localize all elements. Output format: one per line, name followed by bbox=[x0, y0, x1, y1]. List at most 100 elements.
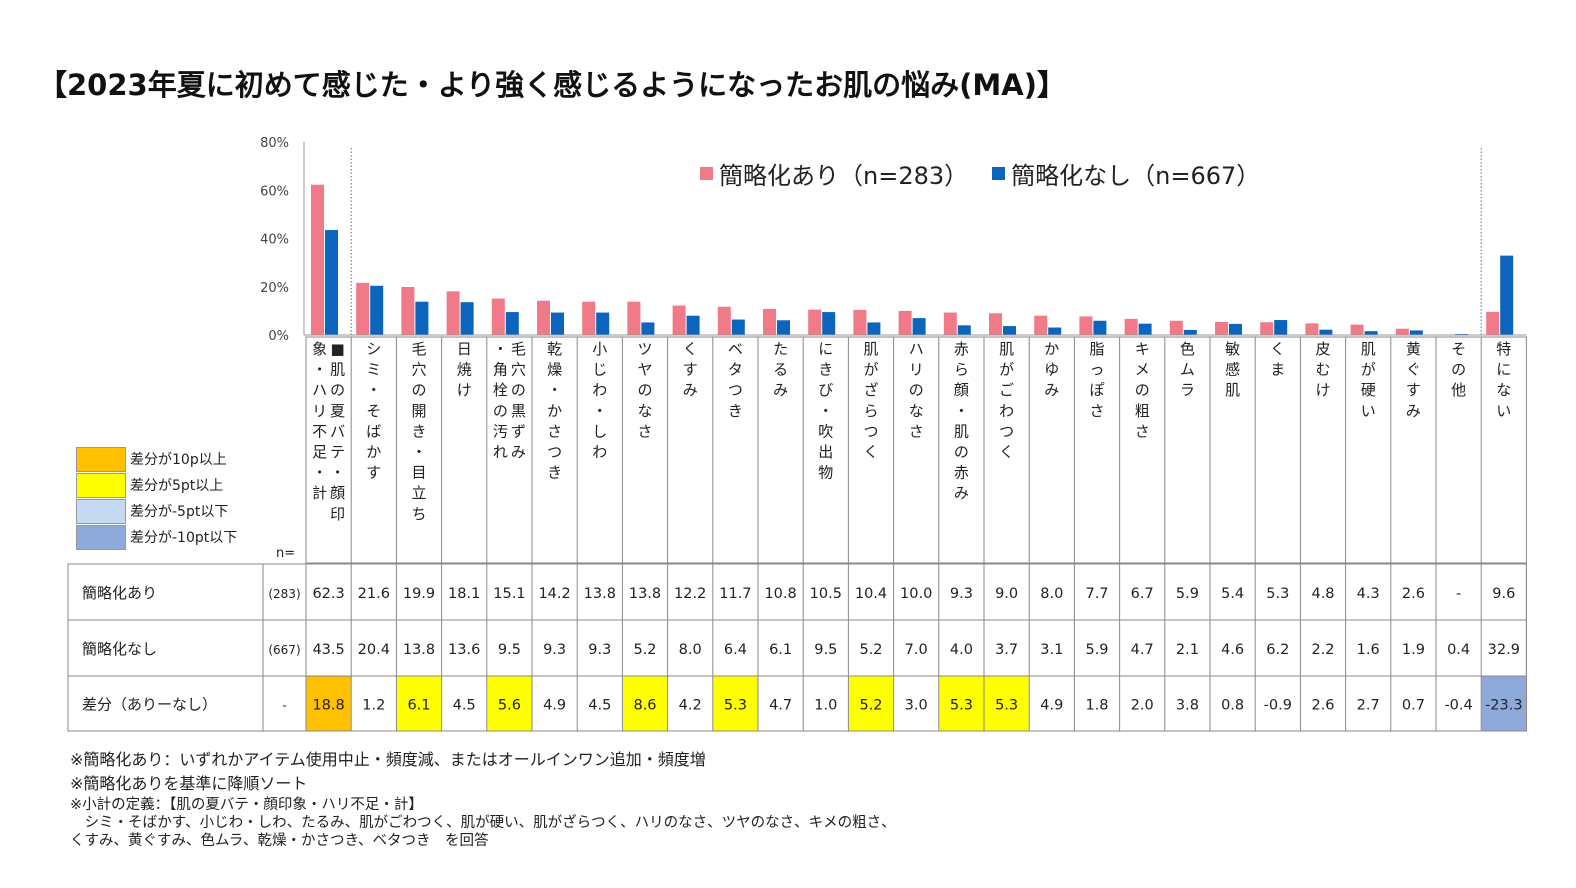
table-cell-value: 8.0 bbox=[1040, 586, 1063, 602]
table-cell-value: 8.0 bbox=[679, 642, 702, 658]
category-label: かゆみ bbox=[1044, 340, 1059, 399]
bar-series-b bbox=[1183, 329, 1197, 335]
bar-series-a bbox=[943, 312, 957, 335]
category-label: たるみ bbox=[773, 340, 788, 399]
table-cell-value: 5.9 bbox=[1085, 642, 1108, 658]
key-label-m5p: 差分が-5pt以下 bbox=[130, 504, 229, 520]
bar-series-a bbox=[763, 308, 776, 335]
bar-series-b bbox=[641, 322, 655, 335]
bar-series-a bbox=[1215, 321, 1228, 335]
table-cell-value: 5.9 bbox=[1176, 586, 1199, 602]
bar-series-a bbox=[1034, 315, 1048, 335]
bar-series-a bbox=[1350, 324, 1364, 335]
category-label: ■肌の夏バテ・顔印象・ハリ不足・計 bbox=[312, 340, 345, 523]
footnote-5: くすみ、黄ぐすみ、色ムラ、乾燥・かさつき、ベタつき を回答 bbox=[70, 833, 489, 849]
table-cell-value: 2.7 bbox=[1357, 698, 1380, 714]
category-label: シミ・そばかす bbox=[366, 340, 381, 482]
category-label: 毛穴の開き・目立ち bbox=[411, 340, 426, 523]
key-row-10p: 差分が10p以上 bbox=[76, 446, 237, 472]
table-n-value: (283) bbox=[268, 587, 300, 601]
legend-label-series-b: 簡略化なし（n=667） bbox=[1011, 162, 1261, 190]
diff-highlight-cell bbox=[848, 676, 894, 731]
table-cell-value: 10.8 bbox=[764, 586, 796, 602]
footnotes: ※簡略化あり：いずれかアイテム使用中止・頻度減、またはオールインワン追加・頻度増… bbox=[70, 748, 896, 850]
table-cell-value: 5.3 bbox=[950, 698, 973, 714]
bar-series-a bbox=[491, 298, 505, 335]
category-label: 毛穴の黒ずみ・角栓の汚れ bbox=[493, 340, 526, 461]
bar-series-a bbox=[1395, 328, 1409, 335]
table-cell-value: 19.9 bbox=[403, 586, 435, 602]
chart-legend: 簡略化あり（n=283） 簡略化なし（n=667） bbox=[700, 156, 1274, 191]
key-row-5p: 差分が5pt以上 bbox=[76, 472, 237, 498]
table-cell-value: 32.9 bbox=[1488, 642, 1520, 658]
legend-item-series-a: 簡略化あり（n=283） bbox=[700, 156, 968, 191]
table-cell-value: 5.6 bbox=[498, 698, 521, 714]
table-cell-value: 11.7 bbox=[719, 586, 751, 602]
category-label: ツヤのなさ bbox=[637, 340, 652, 440]
table-cell-value: 5.2 bbox=[859, 642, 882, 658]
table-cell-value: -23.3 bbox=[1485, 698, 1523, 714]
bar-series-b bbox=[1409, 330, 1423, 335]
footnote-4: シミ・そばかす、小じわ・しわ、たるみ、肌がごわつく、肌が硬い、肌がざらつく、ハリ… bbox=[70, 815, 896, 831]
category-label: 肌がごわつく bbox=[999, 340, 1014, 461]
diff-highlight-cell bbox=[306, 676, 351, 731]
table-cell-value: 62.3 bbox=[312, 586, 344, 602]
table-cell-value: 18.8 bbox=[312, 698, 344, 714]
footnote-1: ※簡略化あり：いずれかアイテム使用中止・頻度減、またはオールインワン追加・頻度増 bbox=[70, 750, 706, 769]
table-cell-value: - bbox=[1456, 586, 1461, 602]
n-label: n= bbox=[276, 546, 296, 561]
table-cell-value: 2.0 bbox=[1131, 698, 1154, 714]
key-swatch-10p bbox=[76, 446, 126, 472]
bar-series-a bbox=[898, 310, 912, 335]
bar-series-a bbox=[1169, 320, 1183, 335]
footnote-2: ※簡略化ありを基準に降順ソート bbox=[70, 774, 308, 793]
bar-series-b bbox=[1319, 329, 1333, 335]
bar-series-a bbox=[1079, 316, 1093, 335]
table-cell-value: 18.1 bbox=[448, 586, 480, 602]
bar-series-a bbox=[1260, 322, 1274, 335]
bar-series-b bbox=[325, 230, 338, 335]
category-label: 黄ぐすみ bbox=[1406, 340, 1421, 420]
y-tick-label: 0% bbox=[268, 329, 289, 344]
table-cell-value: 4.7 bbox=[769, 698, 792, 714]
category-label: 敏感肌 bbox=[1225, 340, 1240, 399]
table-cell-value: 1.2 bbox=[362, 698, 385, 714]
table-cell-value: 1.0 bbox=[814, 698, 837, 714]
diff-highlight-cell bbox=[939, 676, 984, 731]
bar-series-b bbox=[1500, 255, 1514, 335]
category-label: 特にない bbox=[1496, 340, 1511, 420]
bar-series-a bbox=[537, 300, 550, 335]
table-row-label: 差分（ありーなし） bbox=[82, 696, 217, 714]
bar-series-a bbox=[311, 184, 324, 335]
bar-series-b bbox=[370, 285, 384, 335]
table-n-value: (667) bbox=[268, 643, 300, 657]
category-label: ベタつき bbox=[728, 340, 743, 420]
table-cell-value: 14.2 bbox=[538, 586, 570, 602]
table-cell-value: 6.7 bbox=[1131, 586, 1154, 602]
key-swatch-5p bbox=[76, 472, 126, 498]
table-cell-value: 13.8 bbox=[584, 586, 616, 602]
table-cell-value: 6.2 bbox=[1266, 642, 1289, 658]
table-cell-value: 3.8 bbox=[1176, 698, 1199, 714]
key-row-m10p: 差分が-10pt以下 bbox=[76, 524, 237, 550]
y-tick-label: 80% bbox=[260, 136, 289, 151]
bar-series-b bbox=[1274, 320, 1288, 335]
table-cell-value: 10.4 bbox=[855, 586, 887, 602]
table-cell-value: 5.4 bbox=[1221, 586, 1244, 602]
bar-series-a bbox=[401, 286, 415, 335]
table-cell-value: 21.6 bbox=[358, 586, 390, 602]
diff-highlight-cell bbox=[487, 676, 532, 731]
table-cell-value: 9.6 bbox=[1492, 586, 1515, 602]
table-cell-value: 8.6 bbox=[633, 698, 656, 714]
bar-series-b bbox=[822, 312, 836, 335]
diff-highlight-cell bbox=[396, 676, 442, 731]
table-cell-value: 9.3 bbox=[543, 642, 566, 658]
category-label: 日焼け bbox=[457, 340, 472, 399]
table-cell-value: 5.2 bbox=[859, 698, 882, 714]
table-cell-value: 9.3 bbox=[950, 586, 973, 602]
bar-series-b bbox=[1003, 326, 1016, 335]
table-row-label: 簡略化なし bbox=[82, 640, 157, 658]
category-label: キメの粗さ bbox=[1135, 340, 1150, 440]
bar-series-b bbox=[1229, 323, 1242, 335]
